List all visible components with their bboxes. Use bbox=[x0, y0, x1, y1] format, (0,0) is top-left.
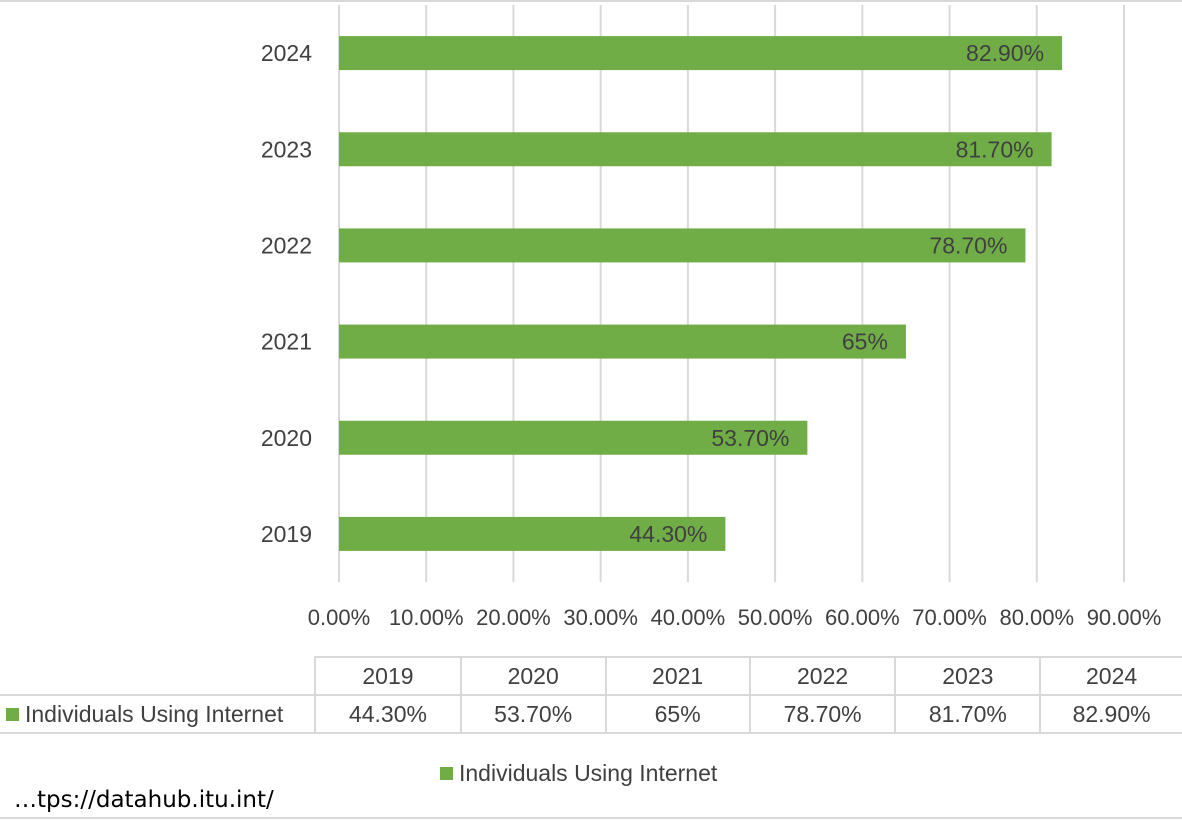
data-table-year-cell: 2021 bbox=[604, 656, 751, 696]
data-table-value-cell: 65% bbox=[604, 694, 751, 734]
x-tick-label: 10.00% bbox=[389, 605, 464, 630]
bar-chart: 0.00% 10.00% 20.00% 30.00% 40.00% 50.00% 60.00… bbox=[261, 5, 1162, 630]
chart-legend: Individuals Using Internet bbox=[440, 760, 717, 787]
x-tick-label: 0.00% bbox=[308, 605, 370, 630]
data-table: 2019 2020 2021 2022 2023 2024 Individuals Usi… bbox=[0, 656, 1182, 734]
data-table-series-label: Individuals Using Internet bbox=[0, 694, 317, 734]
x-tick-label: 90.00% bbox=[1087, 605, 1162, 630]
x-tick-label: 70.00% bbox=[912, 605, 987, 630]
y-category-label: 2021 bbox=[261, 329, 312, 355]
bar bbox=[339, 228, 1026, 263]
bar bbox=[339, 516, 726, 551]
x-tick-label: 60.00% bbox=[825, 605, 900, 630]
data-table-year-cell: 2022 bbox=[748, 656, 897, 696]
data-table-year-cell: 2020 bbox=[459, 656, 607, 696]
data-table-year-cell: 2019 bbox=[314, 656, 462, 696]
bar bbox=[339, 36, 1063, 71]
data-table-series-name: Individuals Using Internet bbox=[25, 700, 284, 727]
source-url: …tps://datahub.itu.int/ bbox=[14, 787, 274, 813]
data-table-year-cell: 2023 bbox=[894, 656, 1042, 696]
bar-data-label: 81.70% bbox=[956, 136, 1034, 162]
x-tick-label: 30.00% bbox=[563, 605, 638, 630]
x-tick-label: 40.00% bbox=[651, 605, 726, 630]
x-tick-label: 50.00% bbox=[738, 605, 813, 630]
y-category-label: 2019 bbox=[261, 521, 312, 547]
bar-data-label: 53.70% bbox=[711, 425, 789, 451]
x-tick-label: 20.00% bbox=[476, 605, 551, 630]
legend-series-name: Individuals Using Internet bbox=[459, 760, 718, 786]
x-tick-label: 80.00% bbox=[999, 605, 1074, 630]
bar-data-label: 65% bbox=[842, 329, 888, 355]
bar bbox=[339, 132, 1052, 167]
data-table-value-cell: 81.70% bbox=[894, 694, 1042, 734]
bar bbox=[339, 420, 808, 455]
bottom-border bbox=[0, 817, 1182, 819]
series-swatch bbox=[6, 707, 19, 721]
bar-data-label: 44.30% bbox=[629, 521, 707, 547]
bar-data-label: 78.70% bbox=[929, 232, 1007, 258]
y-category-label: 2024 bbox=[261, 40, 312, 66]
data-table-value-cell: 53.70% bbox=[459, 694, 607, 734]
y-category-label: 2020 bbox=[261, 425, 312, 451]
data-table-header-row: 2019 2020 2021 2022 2023 2024 bbox=[0, 656, 1182, 696]
data-table-value-cell: 44.30% bbox=[314, 694, 462, 734]
legend-swatch bbox=[440, 767, 453, 780]
bar-data-label: 82.90% bbox=[966, 40, 1044, 66]
y-category-label: 2023 bbox=[261, 136, 312, 162]
data-table-year-cell: 2024 bbox=[1039, 656, 1182, 696]
data-table-value-cell: 78.70% bbox=[748, 694, 897, 734]
y-category-label: 2022 bbox=[261, 232, 312, 258]
data-table-series-row: Individuals Using Internet 44.30% 53.70% 6… bbox=[0, 694, 1182, 734]
bar bbox=[339, 324, 906, 359]
top-border bbox=[0, 0, 1182, 2]
data-table-value-cell: 82.90% bbox=[1039, 694, 1182, 734]
data-table-corner bbox=[0, 657, 317, 696]
